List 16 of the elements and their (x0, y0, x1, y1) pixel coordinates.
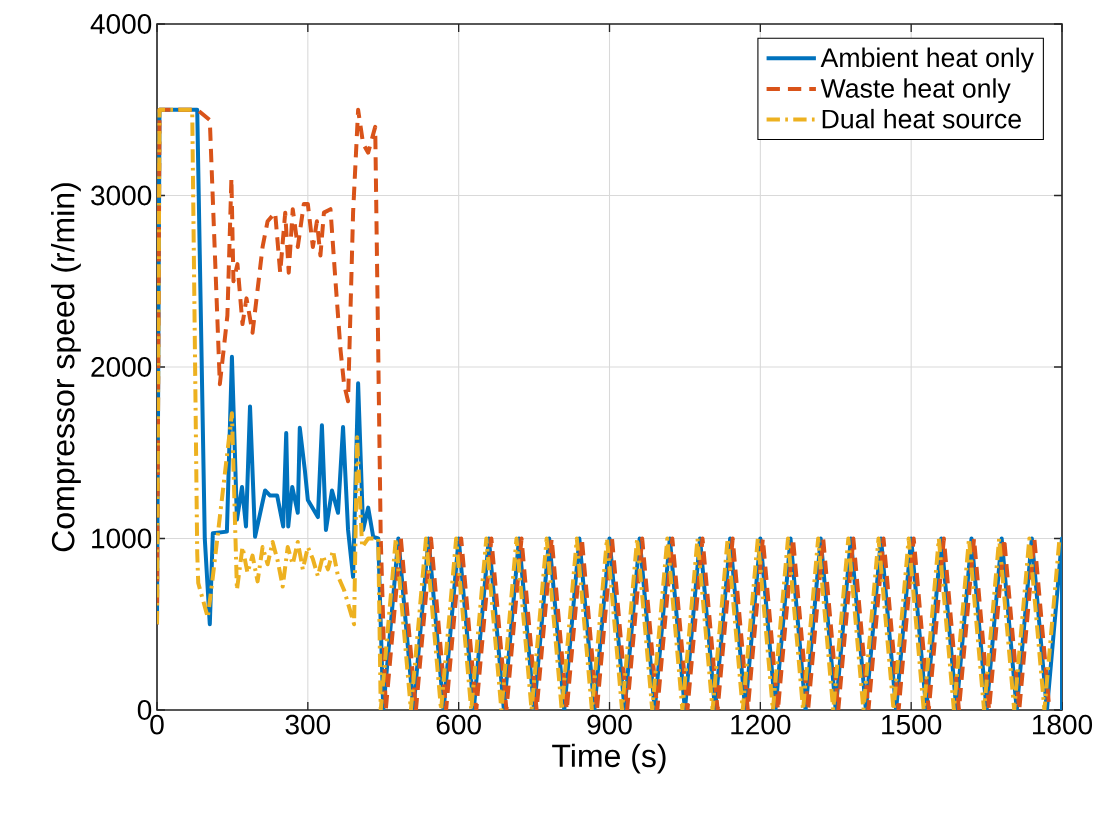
y-tick-label: 4000 (90, 14, 152, 34)
y-tick-label: 2000 (91, 357, 152, 377)
x-tick-label: 300 (285, 714, 331, 735)
legend-label: Ambient heat only (820, 47, 1034, 73)
x-axis-title: Time (s) (552, 743, 666, 774)
y-tick-label: 0 (137, 700, 152, 720)
y-tick-label: 1000 (92, 528, 152, 549)
y-tick-label: 3000 (91, 185, 152, 206)
x-tick-label: 1500 (882, 714, 942, 735)
x-tick-label: 600 (436, 714, 481, 735)
y-axis-title: Compressor speed (r/min) (51, 183, 81, 552)
legend-label: Waste heat only (820, 78, 1011, 104)
x-tick-label: 1800 (1032, 714, 1093, 735)
x-tick-label: 1200 (731, 714, 791, 735)
legend-label: Dual heat source (822, 108, 1021, 129)
x-tick-label: 900 (587, 714, 632, 735)
